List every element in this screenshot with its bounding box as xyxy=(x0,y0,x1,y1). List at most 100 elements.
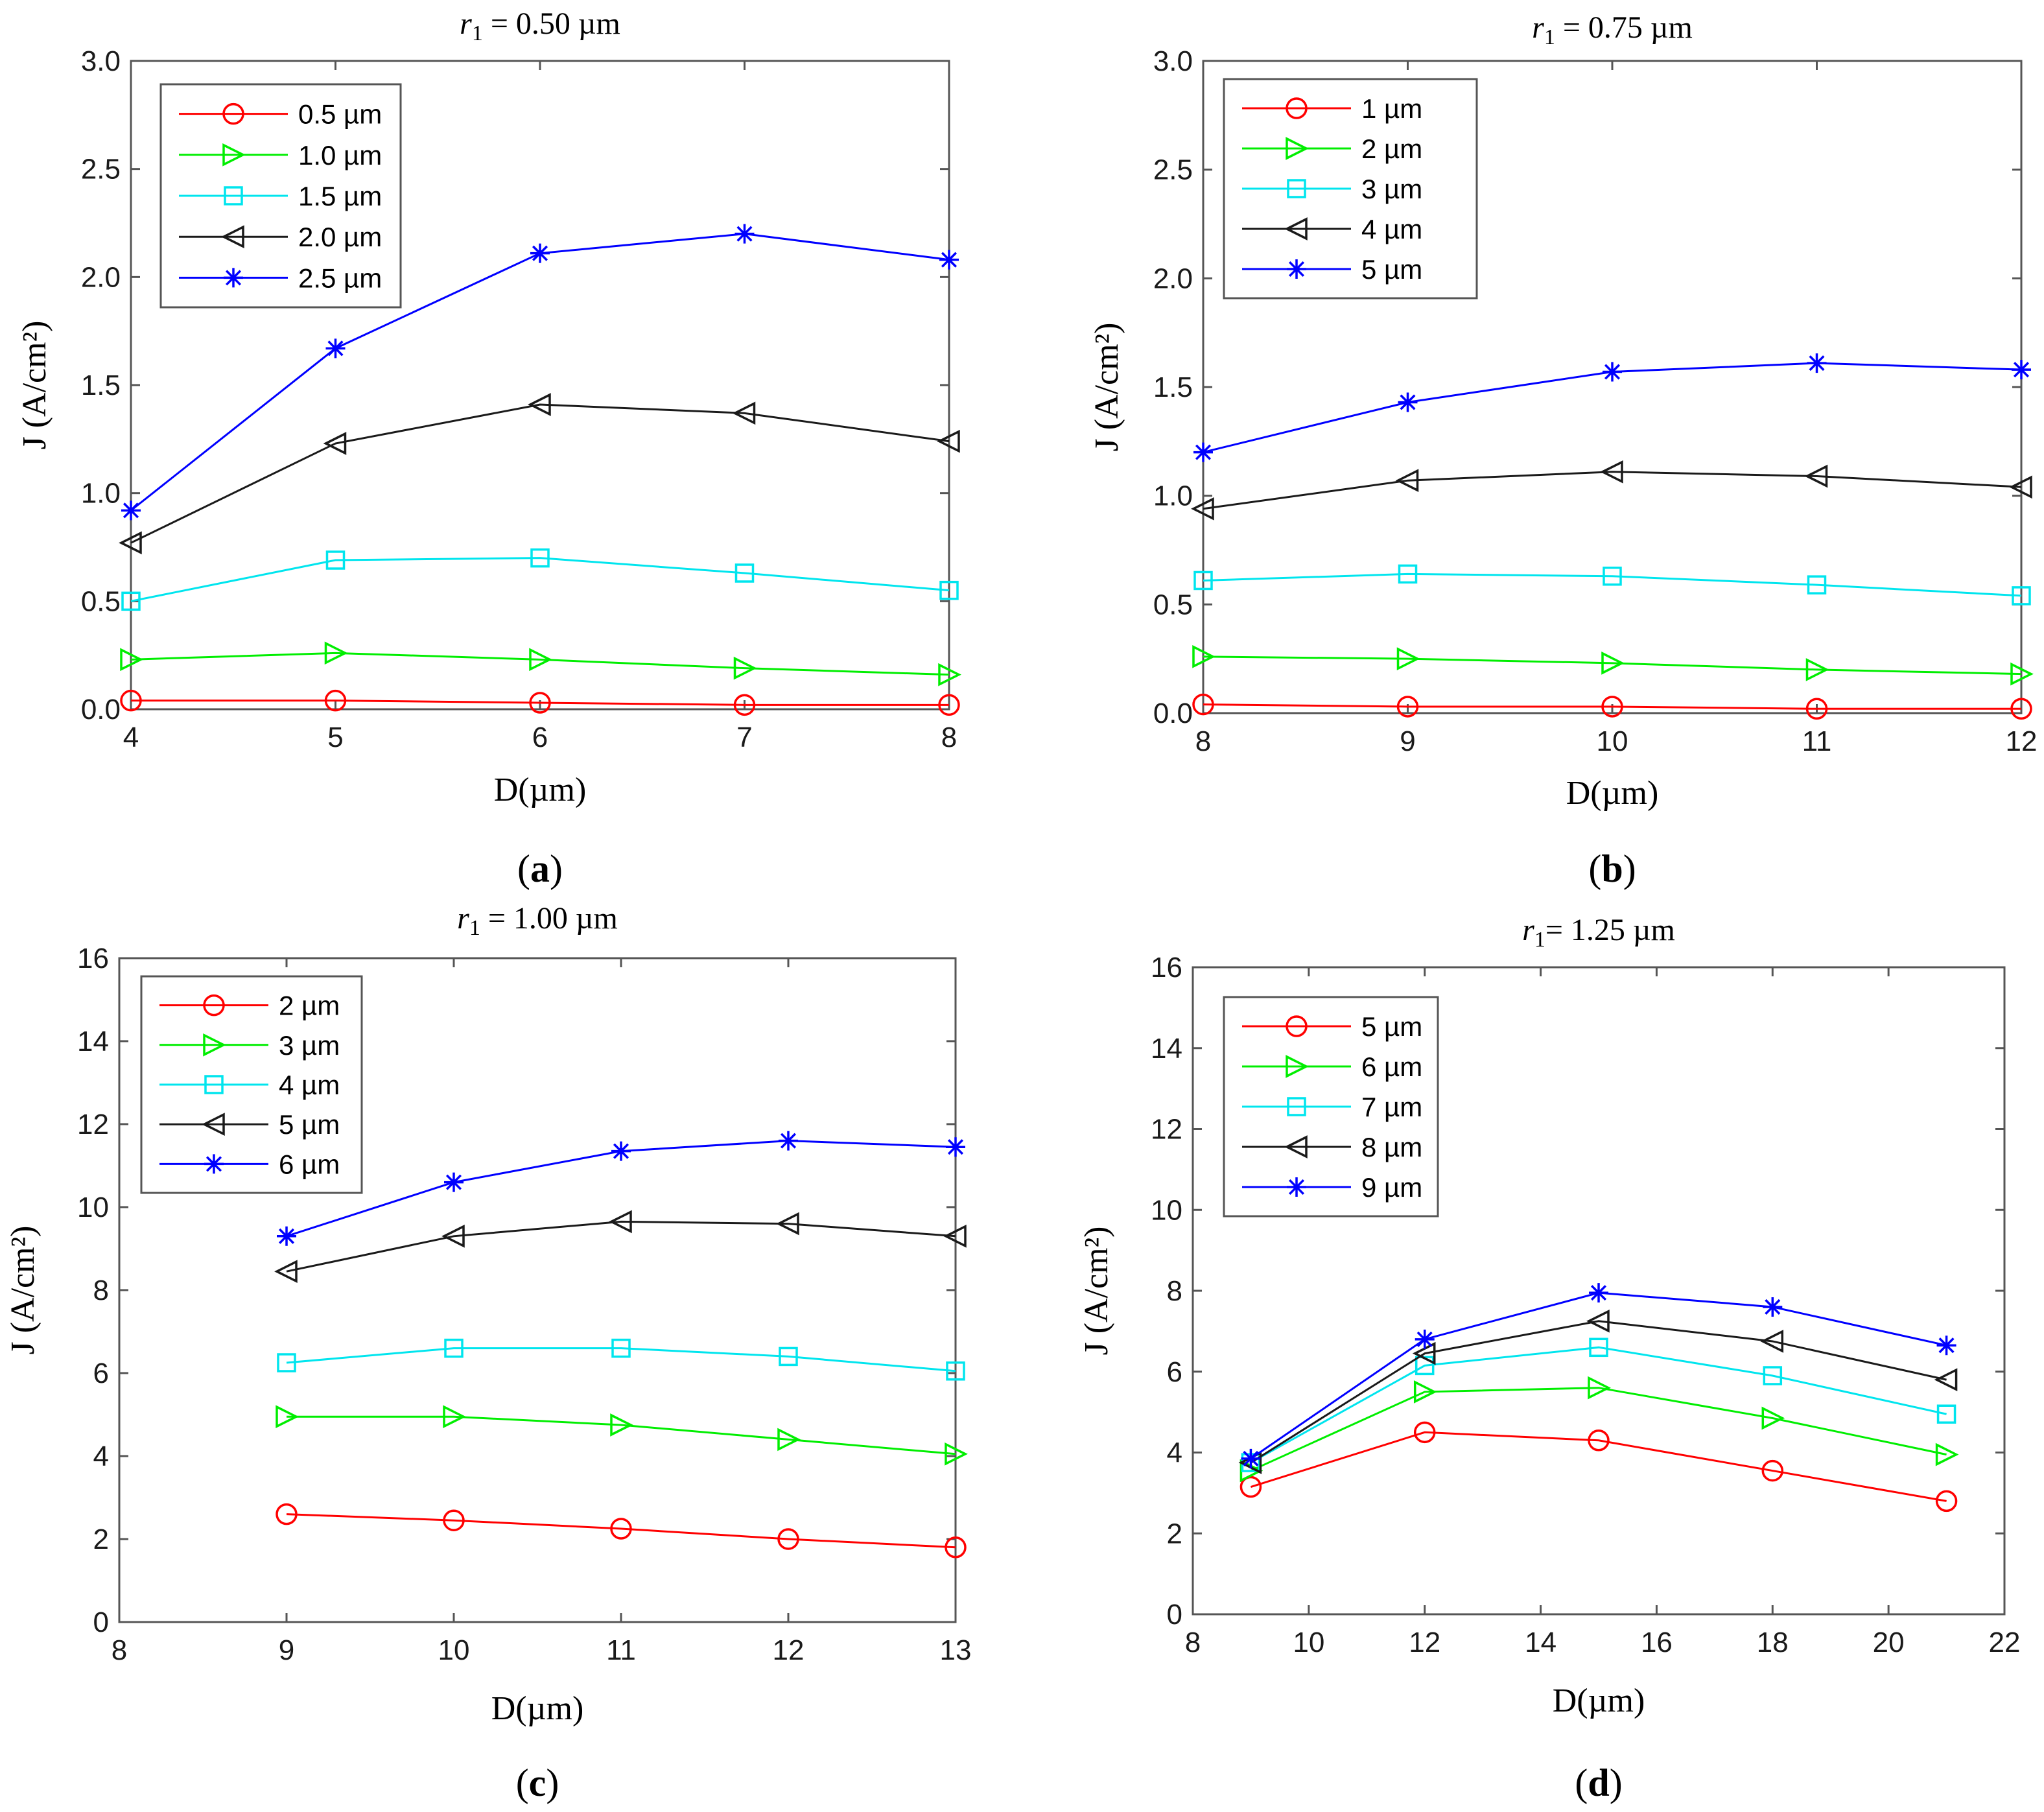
data-point xyxy=(1761,1459,1784,1482)
x-tick-label: 8 xyxy=(1185,1627,1201,1658)
legend: 1 µm 2 µm 3 µm 4 µm 5 µm xyxy=(1223,78,1478,300)
data-point xyxy=(443,1405,466,1429)
x-tick-label: 9 xyxy=(1400,725,1415,757)
legend-entry: 1.5 µm xyxy=(298,181,382,211)
y-tick-label: 16 xyxy=(1151,952,1182,983)
data-point xyxy=(1398,392,1418,412)
x-tick-label: 8 xyxy=(112,1634,127,1666)
legend-entry: 2 µm xyxy=(279,991,340,1021)
series-3 xyxy=(119,393,960,555)
legend-entry: 8 µm xyxy=(1361,1132,1422,1162)
data-point xyxy=(444,1338,464,1358)
x-tick-label: 12 xyxy=(1409,1627,1440,1658)
y-tick-label: 1.5 xyxy=(1153,371,1193,403)
chart-panel-b: 8 9 10 11 12 0.0 0.5 1.0 1.5 2.0 2.5 3.0 r1 = 0.75 µ… xyxy=(1088,10,2037,890)
x-tick-label: 20 xyxy=(1873,1627,1905,1658)
legend-marker xyxy=(1287,179,1306,198)
series-line xyxy=(286,1220,956,1273)
x-tick-label: 12 xyxy=(773,1634,805,1666)
legend-marker xyxy=(203,1033,226,1057)
series-line xyxy=(130,652,950,676)
legend-marker xyxy=(221,225,244,249)
data-point xyxy=(609,1210,632,1234)
x-tick-label: 4 xyxy=(123,722,139,753)
data-point xyxy=(323,432,347,455)
y-axis-label: J (A/cm²) xyxy=(1078,1227,1115,1356)
legend-entry: 4 µm xyxy=(279,1070,340,1100)
series-1 xyxy=(276,1405,968,1466)
data-point xyxy=(1935,1442,1959,1466)
data-point xyxy=(611,1141,631,1161)
data-point xyxy=(938,663,961,687)
legend-entry: 1 µm xyxy=(1361,93,1422,124)
x-axis-label: D(µm) xyxy=(494,771,587,808)
y-tick-label: 4 xyxy=(93,1441,109,1472)
y-tick-label: 2.5 xyxy=(1153,154,1193,186)
y-tick-label: 2.0 xyxy=(1153,263,1193,294)
data-point xyxy=(1239,1476,1262,1498)
data-point xyxy=(1398,564,1418,584)
data-point xyxy=(734,224,755,244)
legend-marker xyxy=(202,1112,225,1136)
legend-marker xyxy=(1284,217,1308,241)
data-point xyxy=(1192,644,1216,668)
legend-marker xyxy=(1286,137,1309,160)
data-point xyxy=(1589,1337,1608,1358)
data-point xyxy=(2010,662,2034,686)
x-tick-label: 11 xyxy=(1802,725,1832,757)
data-point xyxy=(1761,1406,1785,1430)
y-tick-label: 1.0 xyxy=(1153,480,1193,512)
x-tick-label: 9 xyxy=(279,1634,294,1666)
data-point xyxy=(1603,566,1622,586)
y-tick-label: 2.0 xyxy=(81,261,121,293)
x-axis-label: D(µm) xyxy=(1553,1682,1645,1719)
x-tick-label: 13 xyxy=(940,1634,972,1666)
x-axis-label: D(µm) xyxy=(1566,775,1659,812)
data-point xyxy=(733,694,756,716)
series-3 xyxy=(274,1210,967,1284)
x-tick-label: 14 xyxy=(1525,1627,1556,1658)
panel-label: (a) xyxy=(517,847,563,890)
data-point xyxy=(529,692,551,714)
legend-marker xyxy=(1287,259,1306,279)
legend-entry: 4 µm xyxy=(1361,214,1422,244)
y-axis-label: J (A/cm²) xyxy=(5,1226,41,1355)
series-2 xyxy=(121,548,959,611)
series-line xyxy=(130,403,950,544)
panel-label: (d) xyxy=(1575,1761,1622,1804)
data-point xyxy=(2009,475,2032,499)
y-tick-label: 1.0 xyxy=(81,478,121,510)
y-tick-label: 10 xyxy=(77,1192,109,1223)
series-0 xyxy=(276,1503,967,1559)
data-point xyxy=(528,393,551,416)
y-tick-label: 0.0 xyxy=(1153,698,1193,729)
data-point xyxy=(277,1226,296,1246)
data-point xyxy=(1805,658,1829,681)
x-tick-label: 8 xyxy=(1195,725,1211,757)
series-line xyxy=(1203,655,2022,676)
series-line xyxy=(1250,1431,1947,1502)
legend-entry: 2.0 µm xyxy=(298,222,382,252)
data-point xyxy=(1413,1421,1436,1444)
data-point xyxy=(1935,1490,1958,1512)
data-point xyxy=(276,1405,299,1429)
y-tick-label: 6 xyxy=(1167,1356,1182,1388)
y-tick-label: 16 xyxy=(77,943,109,974)
data-point xyxy=(776,1212,799,1236)
data-point xyxy=(1191,497,1214,521)
series-line xyxy=(287,1415,956,1455)
panel-label: (c) xyxy=(516,1761,559,1804)
legend-entry: 2 µm xyxy=(1361,134,1422,164)
y-tick-label: 14 xyxy=(77,1026,109,1057)
legend-marker xyxy=(1287,1097,1306,1116)
data-point xyxy=(943,1224,967,1248)
y-tick-label: 0 xyxy=(93,1606,109,1638)
y-tick-label: 0 xyxy=(1167,1599,1182,1630)
data-point xyxy=(777,1428,801,1452)
x-tick-label: 6 xyxy=(532,722,548,753)
y-tick-label: 0.5 xyxy=(81,585,121,617)
data-point xyxy=(945,1442,968,1466)
y-tick-label: 10 xyxy=(1151,1194,1182,1226)
data-point xyxy=(939,250,959,270)
